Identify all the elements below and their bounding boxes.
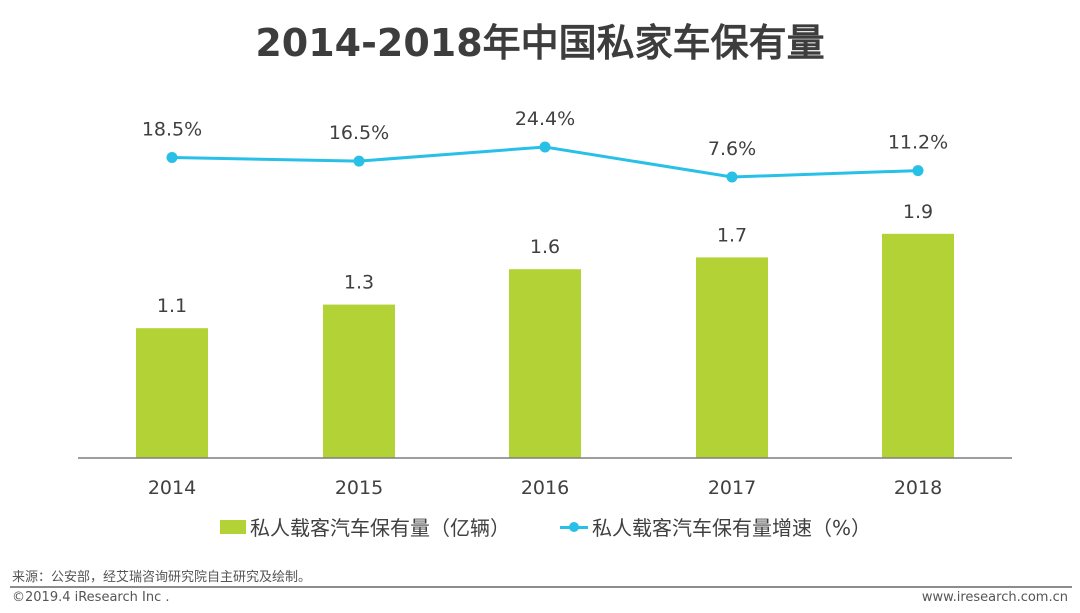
growth-point [726,171,738,183]
bar-data-label: 1.1 [157,295,187,317]
copyright-text: ©2019.4 iResearch Inc . [12,590,170,605]
line-data-label: 7.6% [708,138,756,160]
bar [323,304,395,458]
growth-point [353,155,365,167]
bar [696,257,768,458]
legend-line-swatch [560,520,588,534]
legend-bar-label: 私人载客汽车保有量（亿辆） [250,516,510,540]
growth-point [912,165,924,177]
bar-data-label: 1.7 [717,224,747,246]
bar [509,269,581,458]
x-tick-label: 2015 [335,477,383,499]
legend-line-label: 私人载客汽车保有量增速（%） [592,516,872,540]
x-tick-label: 2017 [708,477,756,499]
line-data-label: 16.5% [329,122,389,144]
growth-point [166,152,178,164]
line-data-label: 18.5% [142,119,202,141]
x-tick-label: 2018 [894,477,942,499]
legend-item-line: 私人载客汽车保有量增速（%） [560,512,871,541]
bar-data-label: 1.6 [530,236,560,258]
line-data-label: 24.4% [515,108,575,130]
footer-divider [10,586,1072,588]
website-link[interactable]: www.iresearch.com.cn [921,590,1068,605]
growth-point [539,141,551,153]
bar [882,233,954,458]
legend-item-bar: 私人载客汽车保有量（亿辆） [220,512,510,541]
bar-data-label: 1.3 [344,272,374,294]
x-tick-label: 2014 [148,477,196,499]
legend-bar-swatch [220,519,246,534]
line-data-label: 11.2% [888,132,948,154]
chart-title: 2014-2018年中国私家车保有量 [255,21,825,65]
source-note: 来源：公安部，经艾瑞咨询研究院自主研究及绘制。 [12,570,312,585]
x-tick-label: 2016 [521,477,569,499]
bar-data-label: 1.9 [903,201,933,223]
bar [136,328,208,458]
